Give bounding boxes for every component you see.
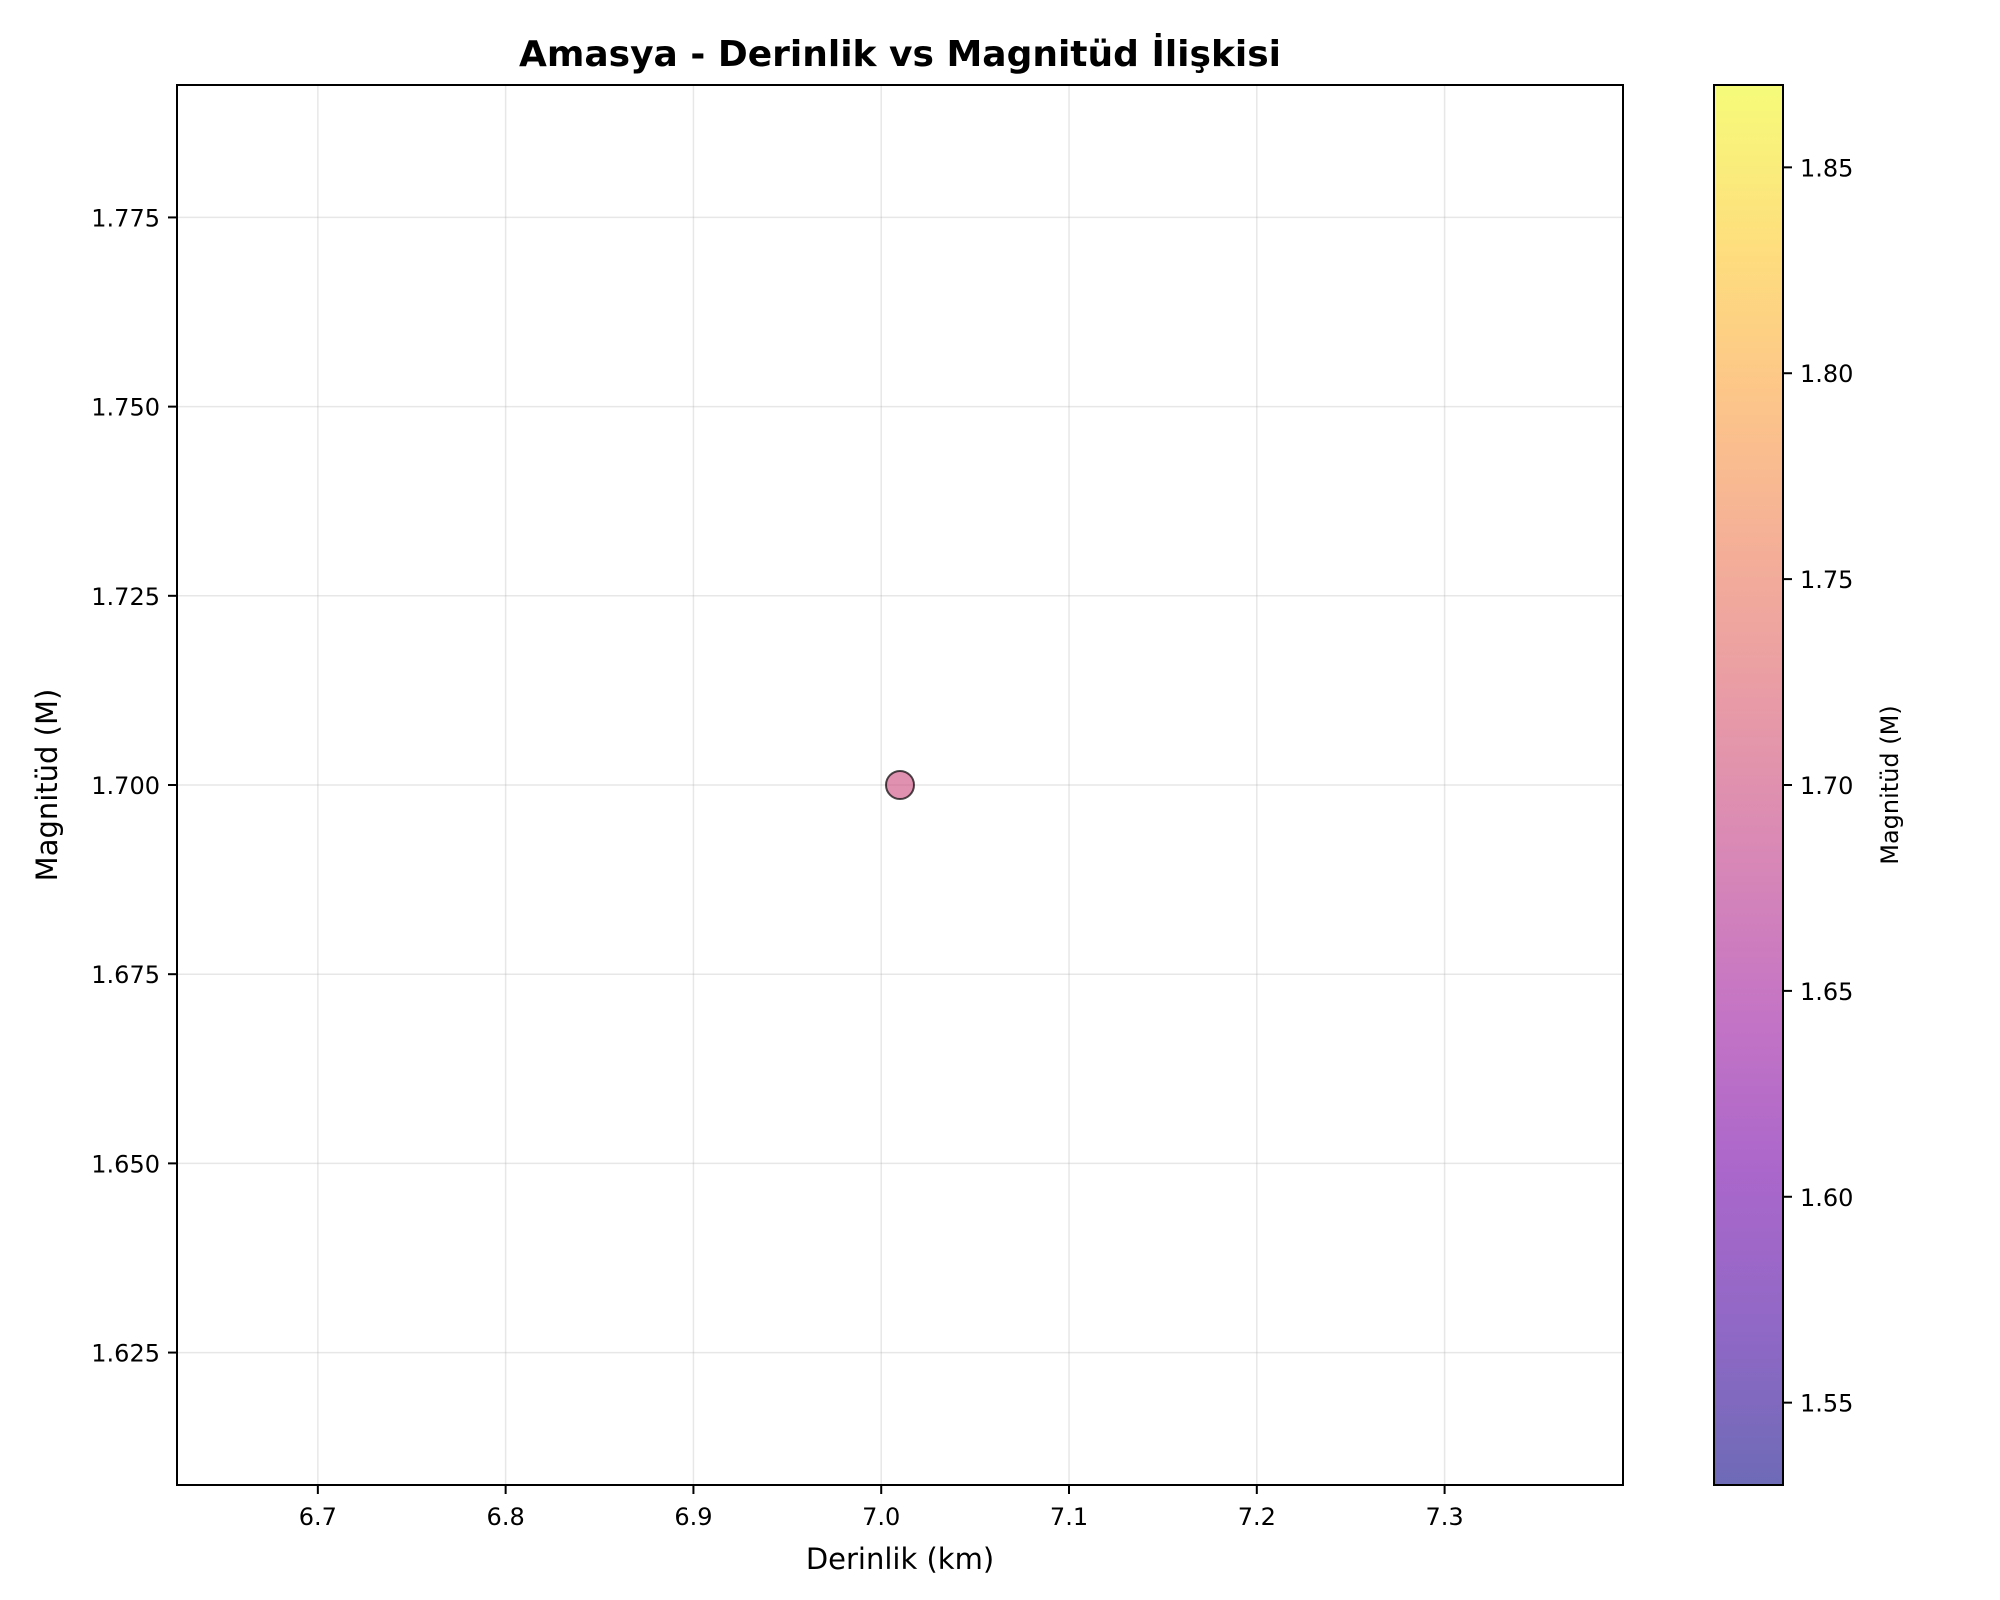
- x-axis-label: Derinlik (km): [806, 1542, 994, 1576]
- x-tick-label: 7.3: [1426, 1503, 1464, 1531]
- y-tick-label: 1.750: [91, 394, 160, 422]
- x-tick-label: 6.7: [299, 1503, 337, 1531]
- scatter-points: [885, 770, 915, 800]
- colorbar: [1714, 85, 1783, 1485]
- colorbar-tick-label: 1.80: [1800, 360, 1853, 388]
- x-tick-label: 6.9: [674, 1503, 712, 1531]
- x-tick-label: 6.8: [487, 1503, 525, 1531]
- colorbar-tick-label: 1.70: [1800, 772, 1853, 800]
- x-tick-label: 7.0: [862, 1503, 900, 1531]
- colorbar-tick-label: 1.75: [1800, 566, 1853, 594]
- y-tick-label: 1.625: [91, 1340, 160, 1368]
- scatter-point: [885, 770, 915, 800]
- y-tick-label: 1.675: [91, 961, 160, 989]
- colorbar-label: Magnitüd (M): [1876, 705, 1904, 864]
- grid: [177, 85, 1623, 1485]
- y-axis-ticks: 1.625 1.650 1.675 1.700 1.725 1.750 1.775: [91, 204, 177, 1368]
- y-axis-label: Magnitüd (M): [30, 689, 64, 882]
- y-tick-label: 1.775: [91, 204, 160, 232]
- y-tick-label: 1.700: [91, 772, 160, 800]
- colorbar-tick-label: 1.55: [1800, 1390, 1853, 1418]
- x-tick-label: 7.1: [1050, 1503, 1088, 1531]
- colorbar-ticks: 1.55 1.60 1.65 1.70 1.75 1.80 1.85: [1783, 154, 1853, 1418]
- chart-title: Amasya - Derinlik vs Magnitüd İlişkisi: [519, 33, 1281, 75]
- colorbar-tick-label: 1.65: [1800, 978, 1853, 1006]
- x-axis-ticks: 6.7 6.8 6.9 7.0 7.1 7.2 7.3: [299, 1485, 1464, 1531]
- x-tick-label: 7.2: [1238, 1503, 1276, 1531]
- y-tick-label: 1.650: [91, 1150, 160, 1178]
- colorbar-tick-label: 1.85: [1800, 154, 1853, 182]
- y-tick-label: 1.725: [91, 583, 160, 611]
- colorbar-tick-label: 1.60: [1800, 1184, 1853, 1212]
